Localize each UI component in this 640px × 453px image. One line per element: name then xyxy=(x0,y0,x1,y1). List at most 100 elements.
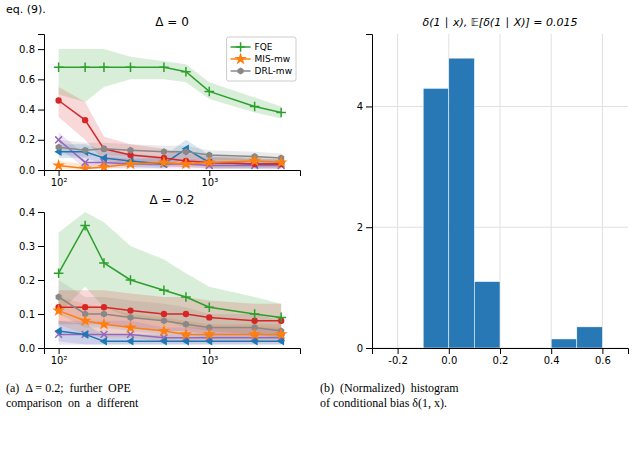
marker xyxy=(126,337,133,345)
legend-background xyxy=(227,37,296,81)
x-axis-tick: 10³ xyxy=(201,170,218,188)
tick-mark xyxy=(38,170,44,171)
annotation-line: eq. (9). xyxy=(6,3,46,16)
legend-marker xyxy=(234,52,247,64)
x-axis-tick: 0.0 xyxy=(441,348,457,366)
marker xyxy=(180,328,193,340)
tick-mark xyxy=(366,348,372,349)
line xyxy=(59,100,282,163)
marker xyxy=(183,311,189,317)
tick-mark xyxy=(209,170,210,176)
tick-mark xyxy=(38,110,44,111)
tick-mark xyxy=(602,348,603,354)
chart-title: Δ = 0.2 xyxy=(150,193,195,207)
x-axis-tick: 0.6 xyxy=(595,348,611,366)
tick-mark xyxy=(449,348,450,354)
marker xyxy=(161,148,167,155)
tick-label: 0.4 xyxy=(544,355,560,366)
band xyxy=(59,212,282,338)
legend-label: DRL-mw xyxy=(255,66,292,76)
marker xyxy=(276,108,286,118)
y-axis-tick: 0.4 xyxy=(19,207,44,218)
tick-mark xyxy=(500,348,501,354)
line xyxy=(59,311,282,335)
tick-label: 10² xyxy=(51,355,68,366)
marker xyxy=(206,314,212,320)
bar xyxy=(602,348,628,349)
y-axis-tick: 0.2 xyxy=(19,134,44,145)
tick-label: 10³ xyxy=(201,177,218,188)
marker xyxy=(127,331,134,338)
tick-label: 0.4 xyxy=(19,104,35,115)
marker xyxy=(127,314,133,321)
legend-label: FQE xyxy=(255,42,273,52)
tick-mark xyxy=(59,348,60,354)
bar xyxy=(500,348,526,349)
y-axis: 0.00.10.20.30.4 xyxy=(19,207,44,354)
marker xyxy=(98,318,111,330)
marker xyxy=(56,144,62,151)
tick-label: 0 xyxy=(357,343,363,354)
legend-label: MIS-mw xyxy=(255,54,291,64)
band xyxy=(59,87,282,169)
series xyxy=(52,304,287,340)
y-axis-line xyxy=(38,213,45,349)
y-axis: 0.00.20.40.60.8 xyxy=(19,35,44,176)
chart-title: Δ = 0 xyxy=(155,15,189,29)
annotation-line: (b) (Normalized) histogram xyxy=(320,381,459,395)
marker xyxy=(82,331,89,338)
marker xyxy=(82,117,88,123)
marker xyxy=(248,328,261,340)
tick-label: 0.6 xyxy=(595,355,611,366)
marker xyxy=(276,313,286,323)
x-axis-tick: 10³ xyxy=(201,348,218,366)
marker xyxy=(79,162,92,170)
annotation: (b) (Normalized) histogramof conditional… xyxy=(320,381,459,410)
marker xyxy=(101,304,107,310)
marker xyxy=(203,156,216,168)
y-axis-tick: 0.0 xyxy=(19,165,44,176)
tick-label: 0.1 xyxy=(19,309,35,320)
grid-line-x xyxy=(551,34,552,348)
marker xyxy=(250,102,260,112)
bar xyxy=(526,348,552,349)
annotation-line: (a) Δ = 0.2; further OPE xyxy=(6,381,131,395)
marker xyxy=(275,328,288,340)
marker xyxy=(127,307,133,313)
marker xyxy=(101,146,107,152)
bar xyxy=(577,327,603,348)
tick-mark xyxy=(209,348,210,354)
legend-entry: DRL-mw xyxy=(231,66,292,76)
x-axis-tick: 10² xyxy=(51,348,68,366)
marker xyxy=(80,221,90,231)
grid xyxy=(372,34,628,348)
tick-label: 0.4 xyxy=(19,207,35,218)
bar xyxy=(551,339,577,348)
line-chart: 10²10³0.00.10.20.30.4Δ = 0.2 xyxy=(19,193,300,366)
histogram: -0.20.00.20.40.6024δ(1 ∣ x), 𝔼[δ(1 ∣ X)]… xyxy=(357,16,629,366)
marker xyxy=(183,148,189,155)
marker xyxy=(204,302,214,312)
marker xyxy=(100,154,107,162)
tick-label: 0.8 xyxy=(19,44,35,55)
tick-label: -0.2 xyxy=(388,355,408,366)
grid-line-y xyxy=(372,227,628,228)
marker xyxy=(183,321,189,328)
marker xyxy=(54,327,61,335)
marker xyxy=(52,304,65,316)
tick-label: 0.0 xyxy=(19,165,35,176)
y-axis-line xyxy=(366,35,373,349)
marker xyxy=(80,62,90,72)
y-axis-tick: 0.0 xyxy=(19,343,44,354)
legend: FQE MIS-mw DRL-mw xyxy=(227,37,296,81)
bar xyxy=(474,282,500,348)
marker xyxy=(56,293,62,300)
marker xyxy=(98,160,111,170)
tick-label: 0.2 xyxy=(19,134,35,145)
tick-mark xyxy=(38,314,44,315)
tick-mark xyxy=(38,246,44,247)
annotation-line: of conditional bias δ(1, x). xyxy=(320,396,447,410)
marker xyxy=(158,156,171,168)
y-axis-line xyxy=(38,35,45,171)
marker xyxy=(127,147,133,154)
